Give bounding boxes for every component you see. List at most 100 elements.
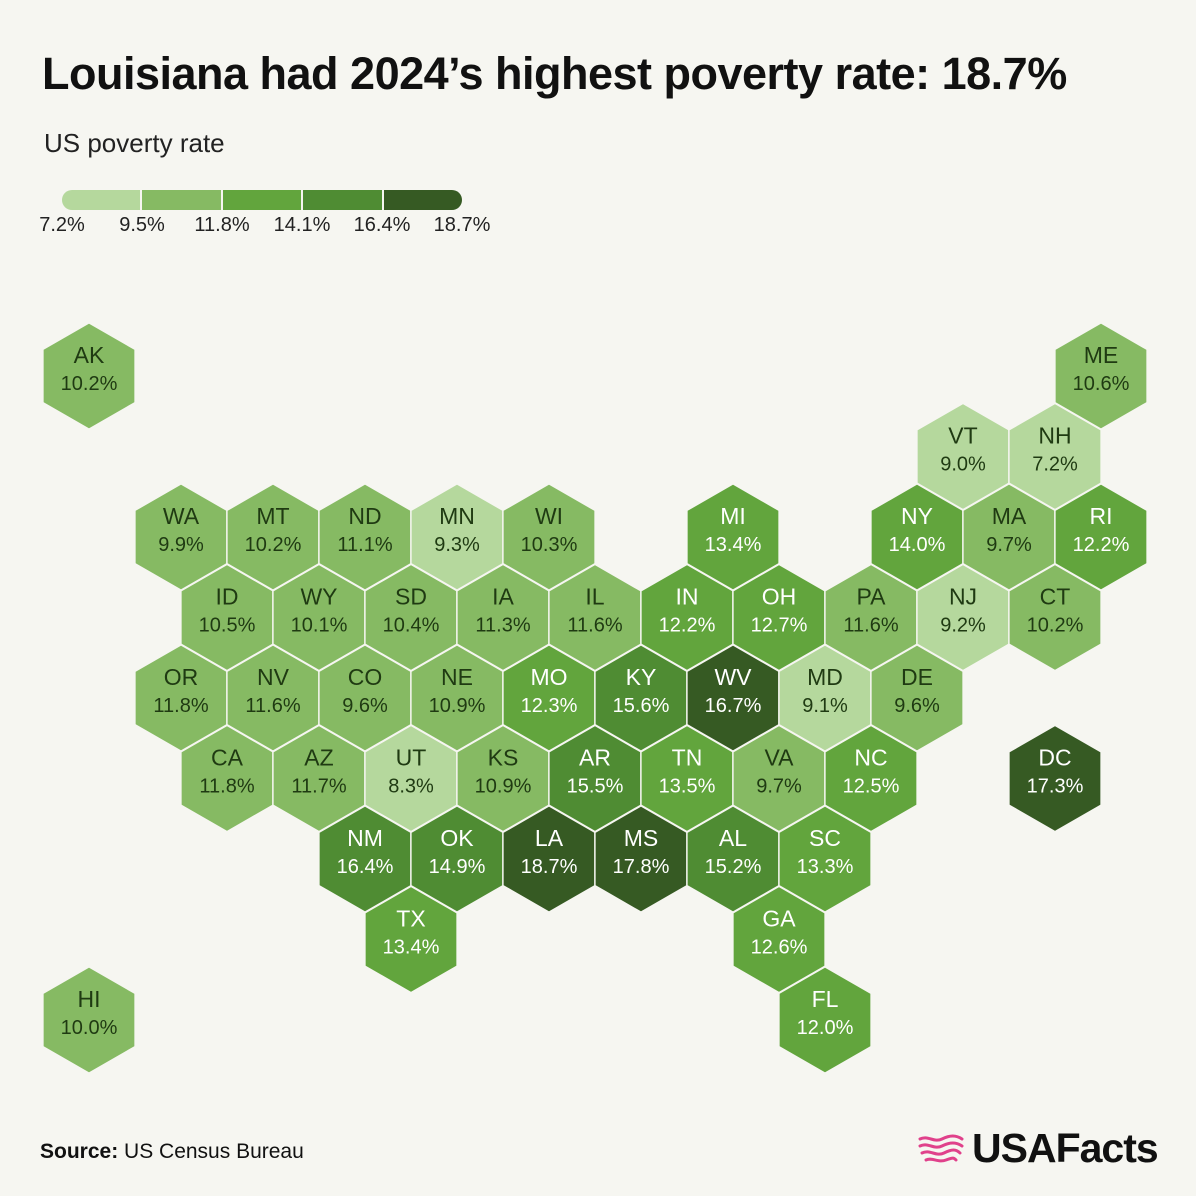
state-abbr-label: RI <box>1090 503 1113 529</box>
state-hex-nc: NC 12.5% <box>824 724 918 833</box>
state-abbr-label: ME <box>1084 342 1119 368</box>
state-hex-al: AL 15.2% <box>686 804 780 914</box>
state-value-label: 10.5% <box>199 615 256 637</box>
state-hex-shape <box>778 965 872 1075</box>
state-abbr-label: HI <box>78 986 101 1012</box>
state-abbr-label: KS <box>488 745 519 771</box>
state-hex-wa: WA 9.9% <box>134 482 228 592</box>
state-abbr-label: KY <box>626 664 657 690</box>
state-value-label: 10.4% <box>383 615 440 637</box>
state-abbr-label: TX <box>396 906 425 932</box>
state-abbr-label: AR <box>579 745 611 771</box>
state-abbr-label: AL <box>719 825 747 851</box>
state-value-label: 12.7% <box>751 615 808 637</box>
state-abbr-label: WY <box>300 584 337 610</box>
state-value-label: 9.1% <box>802 695 848 717</box>
state-value-label: 9.0% <box>940 454 986 476</box>
legend-tick-label: 16.4% <box>353 214 411 236</box>
state-abbr-label: TN <box>672 745 703 771</box>
state-value-label: 11.7% <box>291 776 346 798</box>
state-hex-id: ID 10.5% <box>180 563 274 672</box>
state-hex-shape <box>1008 724 1102 833</box>
state-hex-wv: WV 16.7% <box>686 643 780 753</box>
state-abbr-label: NE <box>441 664 473 690</box>
state-hex-fl: FL 12.0% <box>778 965 872 1075</box>
legend-swatch-2 <box>140 190 221 210</box>
state-value-label: 14.9% <box>429 856 486 878</box>
state-hex-ky: KY 15.6% <box>594 643 688 753</box>
state-abbr-label: SC <box>809 825 841 851</box>
state-value-label: 11.3% <box>475 615 530 637</box>
state-value-label: 10.1% <box>291 615 348 637</box>
state-abbr-label: MA <box>992 503 1027 529</box>
state-value-label: 11.6% <box>245 695 300 717</box>
state-hex-shape <box>364 885 458 994</box>
state-value-label: 12.2% <box>1073 534 1130 556</box>
state-hex-ms: MS 17.8% <box>594 804 688 914</box>
state-abbr-label: IL <box>585 584 604 610</box>
state-abbr-label: SD <box>395 584 427 610</box>
state-hex-dc: DC 17.3% <box>1008 724 1102 833</box>
state-value-label: 11.6% <box>843 615 898 637</box>
state-value-label: 12.5% <box>843 776 900 798</box>
state-abbr-label: OH <box>762 584 797 610</box>
state-hex-nj: NJ 9.2% <box>916 563 1010 672</box>
state-abbr-label: NV <box>257 664 290 690</box>
state-hex-ct: CT 10.2% <box>1008 563 1102 672</box>
state-value-label: 15.5% <box>567 776 624 798</box>
color-legend-bar <box>62 190 462 210</box>
state-abbr-label: MI <box>720 503 746 529</box>
state-value-label: 9.3% <box>434 534 480 556</box>
state-value-label: 9.9% <box>158 534 204 556</box>
state-value-label: 11.8% <box>199 776 254 798</box>
state-abbr-label: NH <box>1038 423 1071 449</box>
state-abbr-label: VA <box>765 745 795 771</box>
state-value-label: 12.3% <box>521 695 578 717</box>
state-hex-shape <box>42 321 136 431</box>
state-hex-ok: OK 14.9% <box>410 804 504 914</box>
state-abbr-label: NM <box>347 825 383 851</box>
state-value-label: 10.9% <box>475 776 532 798</box>
state-hex-ut: UT 8.3% <box>364 724 458 833</box>
legend-tick-label: 9.5% <box>119 214 165 236</box>
state-hex-sd: SD 10.4% <box>364 563 458 672</box>
state-abbr-label: DE <box>901 664 933 690</box>
state-hex-hi: HI 10.0% <box>42 965 136 1075</box>
state-value-label: 10.6% <box>1073 373 1130 395</box>
state-hex-nd: ND 11.1% <box>318 482 412 592</box>
state-abbr-label: NY <box>901 503 933 529</box>
state-value-label: 10.2% <box>61 373 118 395</box>
us-flag-map-icon <box>918 1134 964 1162</box>
state-value-label: 9.7% <box>756 776 802 798</box>
state-hex-mi: MI 13.4% <box>686 482 780 592</box>
state-value-label: 10.9% <box>429 695 486 717</box>
state-value-label: 16.7% <box>705 695 762 717</box>
state-value-label: 12.6% <box>751 937 808 959</box>
state-hex-ri: RI 12.2% <box>1054 482 1148 592</box>
state-hex-wi: WI 10.3% <box>502 482 596 592</box>
state-value-label: 11.8% <box>153 695 208 717</box>
state-abbr-label: ID <box>216 584 239 610</box>
state-abbr-label: CT <box>1040 584 1071 610</box>
state-hex-la: LA 18.7% <box>502 804 596 914</box>
state-hex-or: OR 11.8% <box>134 643 228 753</box>
state-abbr-label: OK <box>440 825 474 851</box>
source-label: Source: <box>40 1140 119 1163</box>
source-note: Source: US Census Bureau <box>40 1140 304 1164</box>
state-abbr-label: ND <box>348 503 381 529</box>
state-value-label: 15.6% <box>613 695 670 717</box>
state-hex-ga: GA 12.6% <box>732 885 826 994</box>
state-hex-shape <box>42 965 136 1075</box>
state-hex-de: DE 9.6% <box>870 643 964 753</box>
state-value-label: 11.1% <box>337 534 392 556</box>
state-hex-nh: NH 7.2% <box>1008 402 1102 511</box>
legend-tick-label: 11.8% <box>194 214 250 236</box>
state-value-label: 12.0% <box>797 1017 854 1039</box>
state-value-label: 10.0% <box>61 1017 118 1039</box>
state-value-label: 9.6% <box>894 695 940 717</box>
state-hex-ca: CA 11.8% <box>180 724 274 833</box>
state-value-label: 8.3% <box>388 776 434 798</box>
state-abbr-label: CA <box>211 745 244 771</box>
state-hex-mo: MO 12.3% <box>502 643 596 753</box>
